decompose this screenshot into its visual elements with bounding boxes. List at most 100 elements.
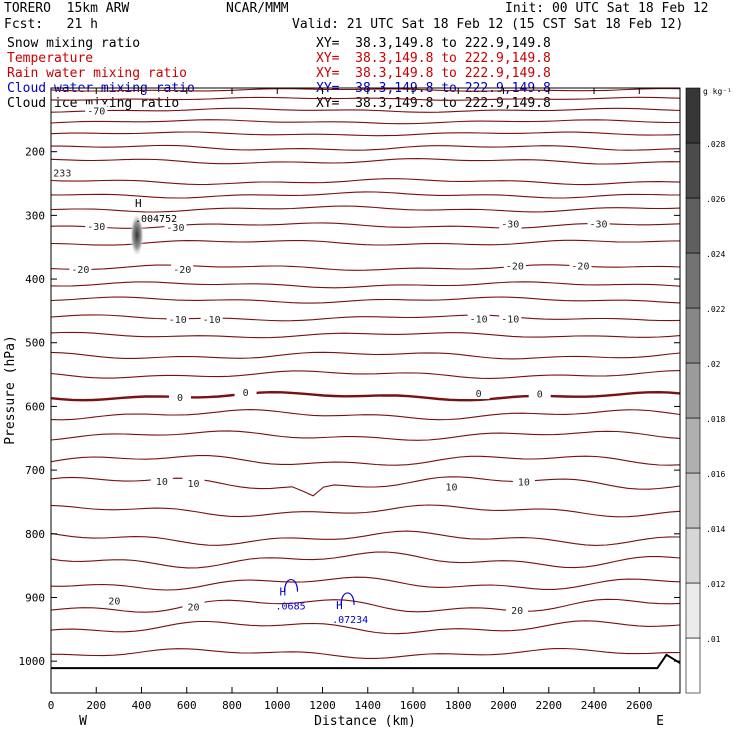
forecast-hour: Fcst: 21 h [4,17,98,32]
cloud-water-contour [340,592,355,605]
isotherm-line [50,576,681,591]
colorbar-tick-label: .012 [706,580,725,589]
temperature-label-bg [103,594,126,607]
x-tick-label: 1400 [355,699,382,712]
field-xy-temperature: XY= 38.3,149.8 to 222.9,149.8 [316,51,551,66]
y-tick-label: 300 [25,209,45,222]
isotherm-line [50,222,681,229]
colorbar-box [685,637,701,694]
valid-time: Valid: 21 UTC Sat 18 Feb 12 (15 CST Sat … [292,17,684,32]
x-axis: 0 200 400 600 800 1000 1200 1400 1600 1800 2000 220… [48,88,653,712]
temperature-label: 20 [511,606,523,617]
model-title: TORERO 15km ARW [4,1,130,16]
isotherm-line [50,191,680,199]
temperature-label: -20 [571,262,589,273]
colorbar-tick-label: .02 [706,360,721,369]
colorbar: .01 .012 .014 .016 .018 .02 .022 .024 .026 .028 [685,87,725,694]
y-tick-label: 200 [25,146,45,159]
colorbar-tick-label: .028 [706,140,725,149]
colorbar-box [685,472,701,529]
temperature-label: 10 [156,477,168,488]
field-label-temperature: Temperature [7,51,94,66]
x-tick-label: 0 [48,699,55,712]
temperature-label: -30 [166,223,184,234]
maxima-markers: H .004752 H .0685 H .07234 [129,197,368,626]
colorbar-box [685,527,701,584]
temperature-labels: -30 -30 -30 -30 -20 -20 -20 -20 -10 -10 -10 -10 0 0 0 0… [51,104,610,617]
isotherm-line [50,131,681,137]
temperature-label: -10 [470,315,488,326]
temperature-label: -10 [203,315,221,326]
x-tick-label: 400 [132,699,152,712]
snow-shading [129,213,144,257]
isotherm-line [50,620,681,635]
isotherm-line [50,158,681,165]
colorbar-tick-label: .014 [706,525,725,534]
x-tick-label: 200 [86,699,106,712]
y-tick-label: 500 [25,337,45,350]
field-xy-snow: XY= 38.3,149.8 to 222.9,149.8 [316,36,551,51]
x-tick-label: 1000 [264,699,291,712]
colorbar-box [685,417,701,474]
isotherm-line [50,430,681,441]
temperature-label: -20 [173,265,191,276]
init-time: Init: 00 UTC Sat 18 Feb 12 [505,1,709,16]
cloud-water-max-label: H [280,586,287,599]
isotherm-line [50,205,681,213]
x-tick-label: 2400 [581,699,608,712]
cloud-water-contour [283,578,299,592]
temperature-label: -20 [71,265,89,276]
y-tick-label: 900 [25,591,45,604]
y-tick-label: 400 [25,273,45,286]
temperature-label-bg [506,604,529,617]
colorbar-box [685,362,701,419]
temperature-label-bg [171,262,194,275]
temperature-label-bg [528,387,551,400]
colorbar-box [685,87,701,144]
temperature-label: 0 [476,389,482,400]
temperature-label: 20 [108,597,120,608]
isotherm-line [50,351,681,360]
colorbar-box [685,582,701,639]
isotherm-line [50,551,681,569]
temperature-label: -30 [501,220,519,231]
temperature-label-bg [182,476,205,489]
temperature-label-bg [150,474,173,487]
temperature-label: 0 [243,388,249,399]
temperature-label-bg [85,220,108,233]
field-label-snow: Snow mixing ratio [7,36,141,51]
colorbar-box [685,252,701,309]
isotherm-line [50,296,681,304]
temperature-label: -10 [501,315,519,326]
temperature-label-bg [440,480,463,493]
field-xy-cloud-ice: XY= 38.3,149.8 to 222.9,149.8 [316,96,551,111]
colorbar-tick-label: .024 [706,250,725,259]
temperature-label-bg [182,600,205,613]
x-tick-label: 1200 [309,699,336,712]
temperature-label: -70 [87,106,105,117]
isotherm-line [51,144,681,151]
temperature-label-bg [512,475,535,488]
x-tick-label: 2600 [626,699,653,712]
temperature-label-bg [234,385,257,398]
temperature-label: 10 [445,483,457,494]
temperature-label: 0 [177,393,183,404]
isotherm-line [50,331,681,339]
temperature-label: 10 [518,478,530,489]
cloud-water-max-value: .0685 [276,602,306,613]
temperature-label-bg [168,390,191,403]
isotherm-line [50,409,681,421]
isotherm-line [50,530,681,546]
x-tick-label: 2000 [490,699,517,712]
temperature-label-bg [467,312,490,325]
snow-max-label: H [135,197,142,210]
terrain-line [51,653,681,670]
temperature-label: 20 [188,602,200,613]
temperature-label-bg [587,217,610,230]
isotherm-line [50,455,681,466]
temperature-label-bg [503,259,526,272]
temperature-label-bg [69,262,92,275]
snow-max-value: .004752 [135,214,177,225]
colorbar-box [685,307,701,364]
